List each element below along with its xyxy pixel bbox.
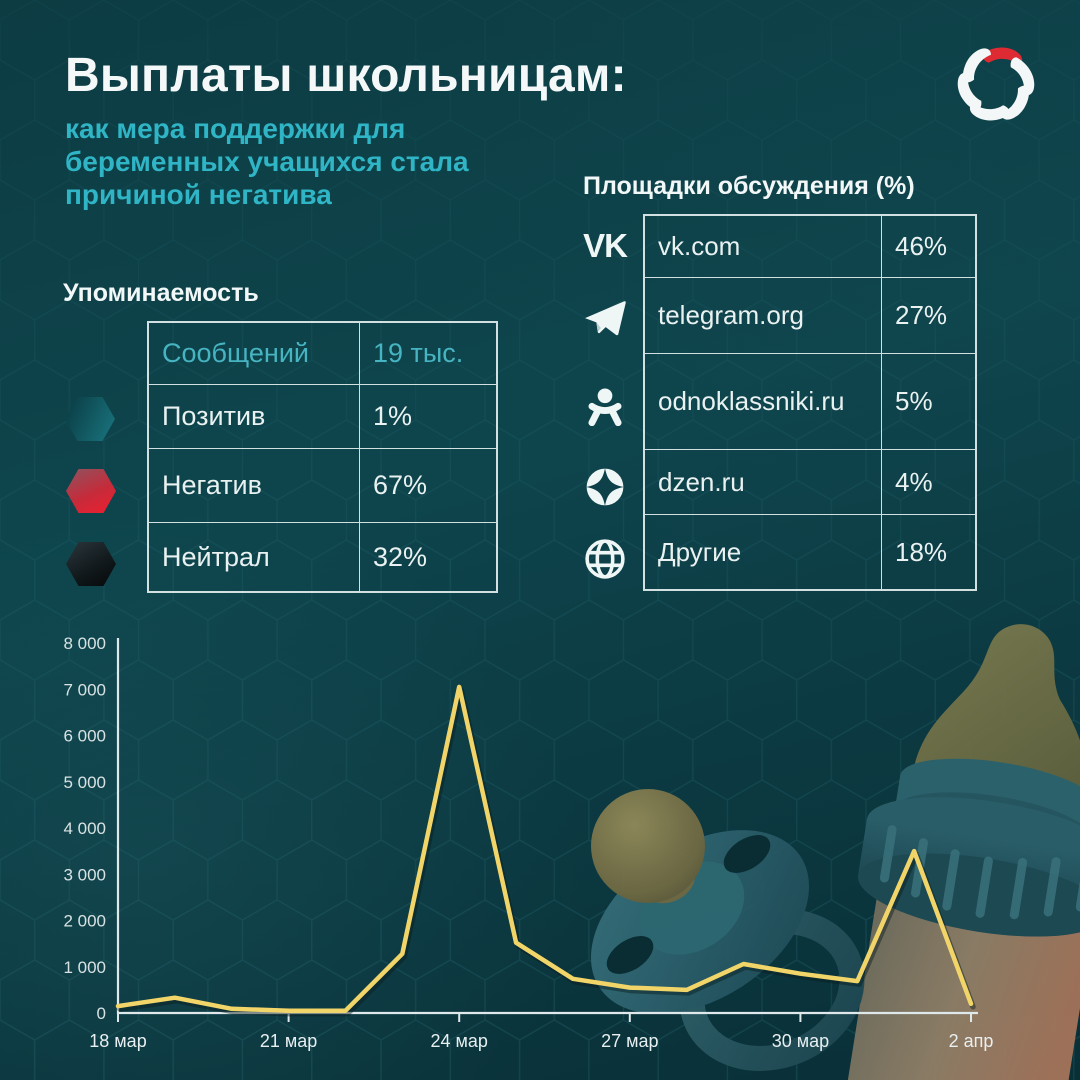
telegram-icon bbox=[581, 294, 629, 342]
positive-hexagon-marker bbox=[65, 397, 115, 441]
platforms-heading: Площадки обсуждения (%) bbox=[583, 172, 915, 200]
mentions-label: Сообщений bbox=[162, 338, 309, 368]
chart-line bbox=[115, 684, 974, 1013]
baby-bottle-illustration bbox=[841, 624, 1080, 1080]
y-axis-label: 3 000 bbox=[63, 865, 106, 884]
x-axis-label: 27 мар bbox=[601, 1031, 658, 1051]
platform-share: 5% bbox=[881, 353, 975, 449]
platform-share: 18% bbox=[881, 514, 975, 589]
x-axis-label: 24 мар bbox=[430, 1031, 487, 1051]
neutral-value: 32% bbox=[359, 522, 496, 591]
mentions-table: Сообщений 19 тыс. Позитив 1% Негатив 67%… bbox=[147, 321, 498, 593]
y-axis-label: 1 000 bbox=[63, 958, 106, 977]
platform-site: odnoklassniki.ru bbox=[645, 353, 881, 449]
globe-icon bbox=[581, 535, 629, 583]
platform-site: Другие bbox=[645, 514, 881, 589]
brand-swirl-logo-icon bbox=[957, 47, 1035, 121]
negative-value: 67% bbox=[359, 448, 496, 522]
dzen-icon bbox=[581, 463, 629, 511]
positive-label: Позитив bbox=[149, 384, 359, 448]
neutral-label: Нейтрал bbox=[149, 522, 359, 591]
platform-share: 46% bbox=[881, 216, 975, 277]
odnoklassniki-icon bbox=[581, 381, 629, 429]
y-axis-label: 7 000 bbox=[63, 680, 106, 699]
y-axis-label: 0 bbox=[97, 1004, 106, 1023]
platform-share: 4% bbox=[881, 449, 975, 514]
y-axis-label: 5 000 bbox=[63, 773, 106, 792]
platform-site: vk.com bbox=[658, 231, 741, 261]
platform-site: telegram.org bbox=[645, 277, 881, 353]
negative-label: Негатив bbox=[149, 448, 359, 522]
y-axis-label: 8 000 bbox=[63, 634, 106, 653]
platform-share: 27% bbox=[881, 277, 975, 353]
x-axis-label: 30 мар bbox=[772, 1031, 829, 1051]
page-subtitle: как мера поддержки для беременных учащих… bbox=[65, 113, 469, 210]
y-axis-label: 6 000 bbox=[63, 727, 106, 746]
page-title: Выплаты школьницам: bbox=[65, 49, 627, 102]
y-axis-label: 2 000 bbox=[63, 912, 106, 931]
x-axis-ticks bbox=[117, 1013, 972, 1022]
vk-icon: VK bbox=[583, 227, 628, 264]
mentions-value: 19 тыс. bbox=[359, 323, 496, 384]
x-axis-labels: 18 мар 21 мар 24 мар 27 мар 30 мар 2 апр bbox=[89, 1031, 993, 1051]
platform-site: dzen.ru bbox=[645, 449, 881, 514]
y-axis-labels: 0 1 000 2 000 3 000 4 000 5 000 6 000 7 000 8 00… bbox=[63, 634, 106, 1023]
mentions-heading: Упоминаемость bbox=[63, 279, 259, 307]
y-axis-label: 4 000 bbox=[63, 819, 106, 838]
x-axis-label: 2 апр bbox=[949, 1031, 994, 1051]
positive-value: 1% bbox=[359, 384, 496, 448]
platforms-table: vk.com 46% telegram.org 27% odnoklassnik… bbox=[643, 214, 977, 591]
x-axis-label: 18 мар bbox=[89, 1031, 146, 1051]
x-axis-label: 21 мар bbox=[260, 1031, 317, 1051]
negative-hexagon-marker bbox=[66, 469, 116, 513]
chart-line-shadow bbox=[117, 687, 976, 1017]
